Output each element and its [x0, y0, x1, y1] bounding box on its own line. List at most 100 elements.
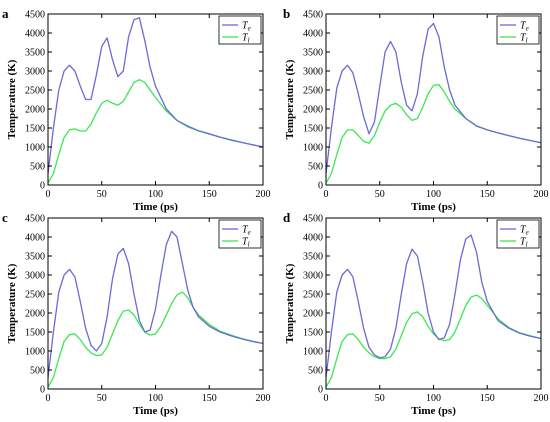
x-tick-label: 200	[256, 393, 271, 404]
y-tick-label: 1000	[303, 347, 323, 358]
y-tick-label: 2000	[25, 105, 45, 116]
x-tick-label: 0	[46, 393, 51, 404]
y-tick-label: 0	[40, 181, 45, 192]
legend-label-tl: Tl	[242, 33, 250, 45]
legend-box	[218, 219, 262, 249]
y-tick-label: 3500	[303, 48, 323, 59]
x-tick-label: 200	[534, 393, 549, 404]
series-line-te	[326, 22, 541, 174]
series-line-tl	[48, 291, 263, 388]
y-tick-label: 4500	[303, 10, 323, 21]
y-tick-label: 500	[308, 162, 323, 173]
y-tick-label: 1500	[303, 124, 323, 135]
legend-label-tl: Tl	[520, 237, 528, 249]
y-tick-label: 4000	[303, 29, 323, 40]
panel-a: a0 50 100 150 200050010001500200025003000350…	[2, 6, 271, 213]
x-tick-label: 50	[375, 189, 385, 200]
y-tick-label: 4000	[25, 29, 45, 40]
x-tick-label: 200	[256, 189, 271, 200]
y-tick-label: 3500	[303, 252, 323, 263]
y-axis-title: Temperature (K)	[6, 59, 18, 139]
x-tick-label: 200	[534, 189, 549, 200]
y-tick-label: 4500	[303, 214, 323, 225]
legend-label-tl: Tl	[242, 237, 250, 249]
series-line-te	[48, 230, 263, 378]
y-tick-label: 3000	[25, 67, 45, 78]
legend-label-te: Te	[242, 225, 251, 237]
x-tick-label: 50	[375, 393, 385, 404]
x-tick-label: 0	[324, 189, 329, 200]
x-tick-label: 150	[480, 189, 495, 200]
legend-label-te: Te	[242, 21, 251, 33]
y-tick-label: 4500	[25, 214, 45, 225]
x-tick-label: 50	[97, 393, 107, 404]
y-tick-label: 1000	[25, 143, 45, 154]
panel-b: b0 50 100 150 200050010001500200025003000350…	[283, 6, 549, 213]
y-tick-label: 1000	[303, 143, 323, 154]
y-tick-label: 2000	[303, 105, 323, 116]
y-tick-label: 4000	[303, 233, 323, 244]
y-tick-label: 1000	[25, 347, 45, 358]
x-tick-label: 150	[480, 393, 495, 404]
x-tick-label: 150	[202, 393, 217, 404]
x-tick-label: 100	[426, 189, 441, 200]
x-tick-label: 100	[148, 393, 163, 404]
y-tick-label: 0	[318, 181, 323, 192]
panel-c: c0 50 100 150 200050010001500200025003000350…	[2, 210, 271, 417]
legend-box	[218, 15, 262, 45]
y-axis-title: Temperature (K)	[6, 263, 18, 343]
panel-letter: d	[283, 210, 291, 225]
legend-label-tl: Tl	[520, 33, 528, 45]
y-tick-label: 500	[30, 162, 45, 173]
y-tick-label: 3000	[303, 67, 323, 78]
y-tick-label: 500	[308, 366, 323, 377]
y-tick-label: 3000	[303, 271, 323, 282]
y-tick-label: 2500	[303, 86, 323, 97]
y-tick-label: 2500	[303, 290, 323, 301]
y-tick-label: 1500	[25, 124, 45, 135]
panel-letter: b	[283, 6, 290, 21]
y-tick-label: 3500	[25, 252, 45, 263]
legend-label-te: Te	[520, 225, 529, 237]
y-tick-label: 1500	[25, 328, 45, 339]
panel-d: d0 50 100 150 200050010001500200025003000350…	[283, 210, 549, 417]
series-line-te	[326, 234, 541, 378]
y-tick-label: 3500	[25, 48, 45, 59]
y-tick-label: 0	[40, 385, 45, 396]
y-axis-title: Temperature (K)	[284, 59, 296, 139]
x-tick-label: 0	[324, 393, 329, 404]
series-line-tl	[326, 294, 541, 388]
y-tick-label: 0	[318, 385, 323, 396]
legend-label-te: Te	[520, 21, 529, 33]
legend-box	[496, 219, 540, 249]
y-tick-label: 4000	[25, 233, 45, 244]
y-tick-label: 2000	[303, 309, 323, 320]
y-tick-label: 2500	[25, 290, 45, 301]
series-line-tl	[48, 79, 263, 184]
y-axis-title: Temperature (K)	[284, 263, 296, 343]
x-axis-title: Time (ps)	[411, 201, 456, 213]
x-axis-title: Time (ps)	[133, 201, 178, 213]
y-tick-label: 4500	[25, 10, 45, 21]
x-tick-label: 100	[426, 393, 441, 404]
x-tick-label: 50	[97, 189, 107, 200]
x-axis-title: Time (ps)	[133, 405, 178, 417]
legend-box	[496, 15, 540, 45]
y-tick-label: 2000	[25, 309, 45, 320]
y-tick-label: 1500	[303, 328, 323, 339]
panel-letter: c	[2, 210, 8, 225]
series-line-tl	[326, 84, 541, 184]
y-tick-label: 500	[30, 366, 45, 377]
x-axis-title: Time (ps)	[411, 405, 456, 417]
y-tick-label: 3000	[25, 271, 45, 282]
panel-letter: a	[2, 6, 9, 21]
x-tick-label: 100	[148, 189, 163, 200]
y-tick-label: 2500	[25, 86, 45, 97]
x-tick-label: 0	[46, 189, 51, 200]
x-tick-label: 150	[202, 189, 217, 200]
